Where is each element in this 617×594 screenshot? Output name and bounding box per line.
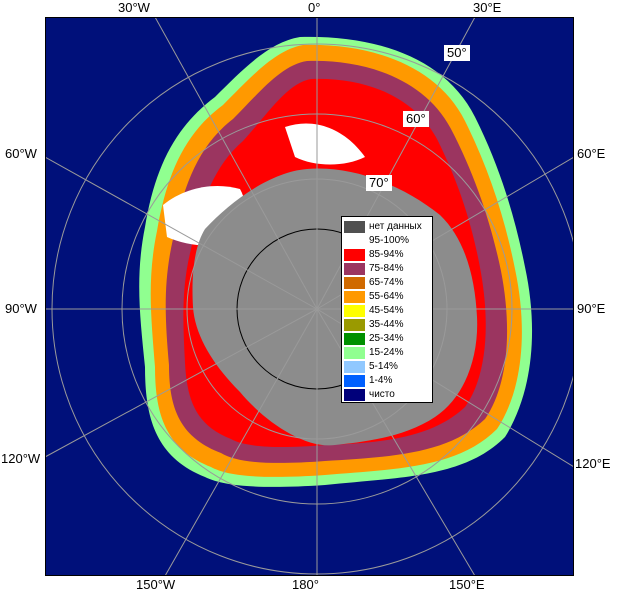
legend-swatch	[344, 291, 365, 303]
lat-label-50: 50°	[444, 45, 470, 61]
legend-item: нет данных	[344, 220, 430, 233]
legend-label: 75-84%	[369, 263, 404, 274]
lon-label-right-90e: 90°E	[577, 301, 606, 316]
legend-swatch	[344, 375, 365, 387]
lon-label-right-60e: 60°E	[577, 146, 606, 161]
lon-label-left-90w: 90°W	[5, 301, 37, 316]
legend-label: 35-44%	[369, 319, 404, 330]
legend-label: 25-34%	[369, 333, 404, 344]
ice-patch-95-100-north	[285, 123, 365, 165]
legend: нет данных 95-100% 85-94% 75-84% 65-74% …	[341, 216, 433, 403]
legend-item: 5-14%	[344, 360, 430, 373]
legend-item: чисто	[344, 388, 430, 401]
sea-ice-concentration-map	[45, 17, 574, 576]
lon-label-bottom-180: 180°	[292, 577, 319, 592]
legend-label: 55-64%	[369, 291, 404, 302]
lon-label-left-120w: 120°W	[1, 451, 41, 466]
legend-label: 65-74%	[369, 277, 404, 288]
lon-label-bottom-150e: 150°E	[449, 577, 485, 592]
legend-swatch	[344, 235, 365, 247]
legend-item: 25-34%	[344, 332, 430, 345]
legend-swatch	[344, 389, 365, 401]
legend-swatch	[344, 277, 365, 289]
lon-label-bottom-150w: 150°W	[136, 577, 176, 592]
lon-label-top-30e: 30°E	[473, 0, 502, 15]
legend-item: 15-24%	[344, 346, 430, 359]
legend-swatch	[344, 305, 365, 317]
lon-label-left-60w: 60°W	[5, 146, 37, 161]
legend-label: 5-14%	[369, 361, 398, 372]
lat-label-70: 70°	[366, 175, 392, 191]
legend-item: 95-100%	[344, 234, 430, 247]
legend-item: 35-44%	[344, 318, 430, 331]
legend-label: 45-54%	[369, 305, 404, 316]
legend-swatch	[344, 333, 365, 345]
legend-swatch	[344, 319, 365, 331]
legend-swatch	[344, 221, 365, 233]
legend-item: 55-64%	[344, 290, 430, 303]
legend-label: 15-24%	[369, 347, 404, 358]
legend-label: 85-94%	[369, 249, 404, 260]
legend-label: чисто	[369, 389, 395, 400]
legend-swatch	[344, 249, 365, 261]
legend-swatch	[344, 263, 365, 275]
legend-label: нет данных	[369, 221, 422, 232]
legend-label: 95-100%	[369, 235, 410, 246]
lat-label-60: 60°	[403, 111, 429, 127]
legend-swatch	[344, 347, 365, 359]
legend-item: 1-4%	[344, 374, 430, 387]
lon-label-right-120e: 120°E	[575, 456, 611, 471]
legend-item: 75-84%	[344, 262, 430, 275]
legend-label: 1-4%	[369, 375, 393, 386]
legend-item: 85-94%	[344, 248, 430, 261]
legend-item: 45-54%	[344, 304, 430, 317]
lon-label-top-0: 0°	[308, 0, 321, 15]
legend-swatch	[344, 361, 365, 373]
lon-label-top-30w: 30°W	[118, 0, 150, 15]
legend-item: 65-74%	[344, 276, 430, 289]
map-frame	[45, 17, 574, 576]
